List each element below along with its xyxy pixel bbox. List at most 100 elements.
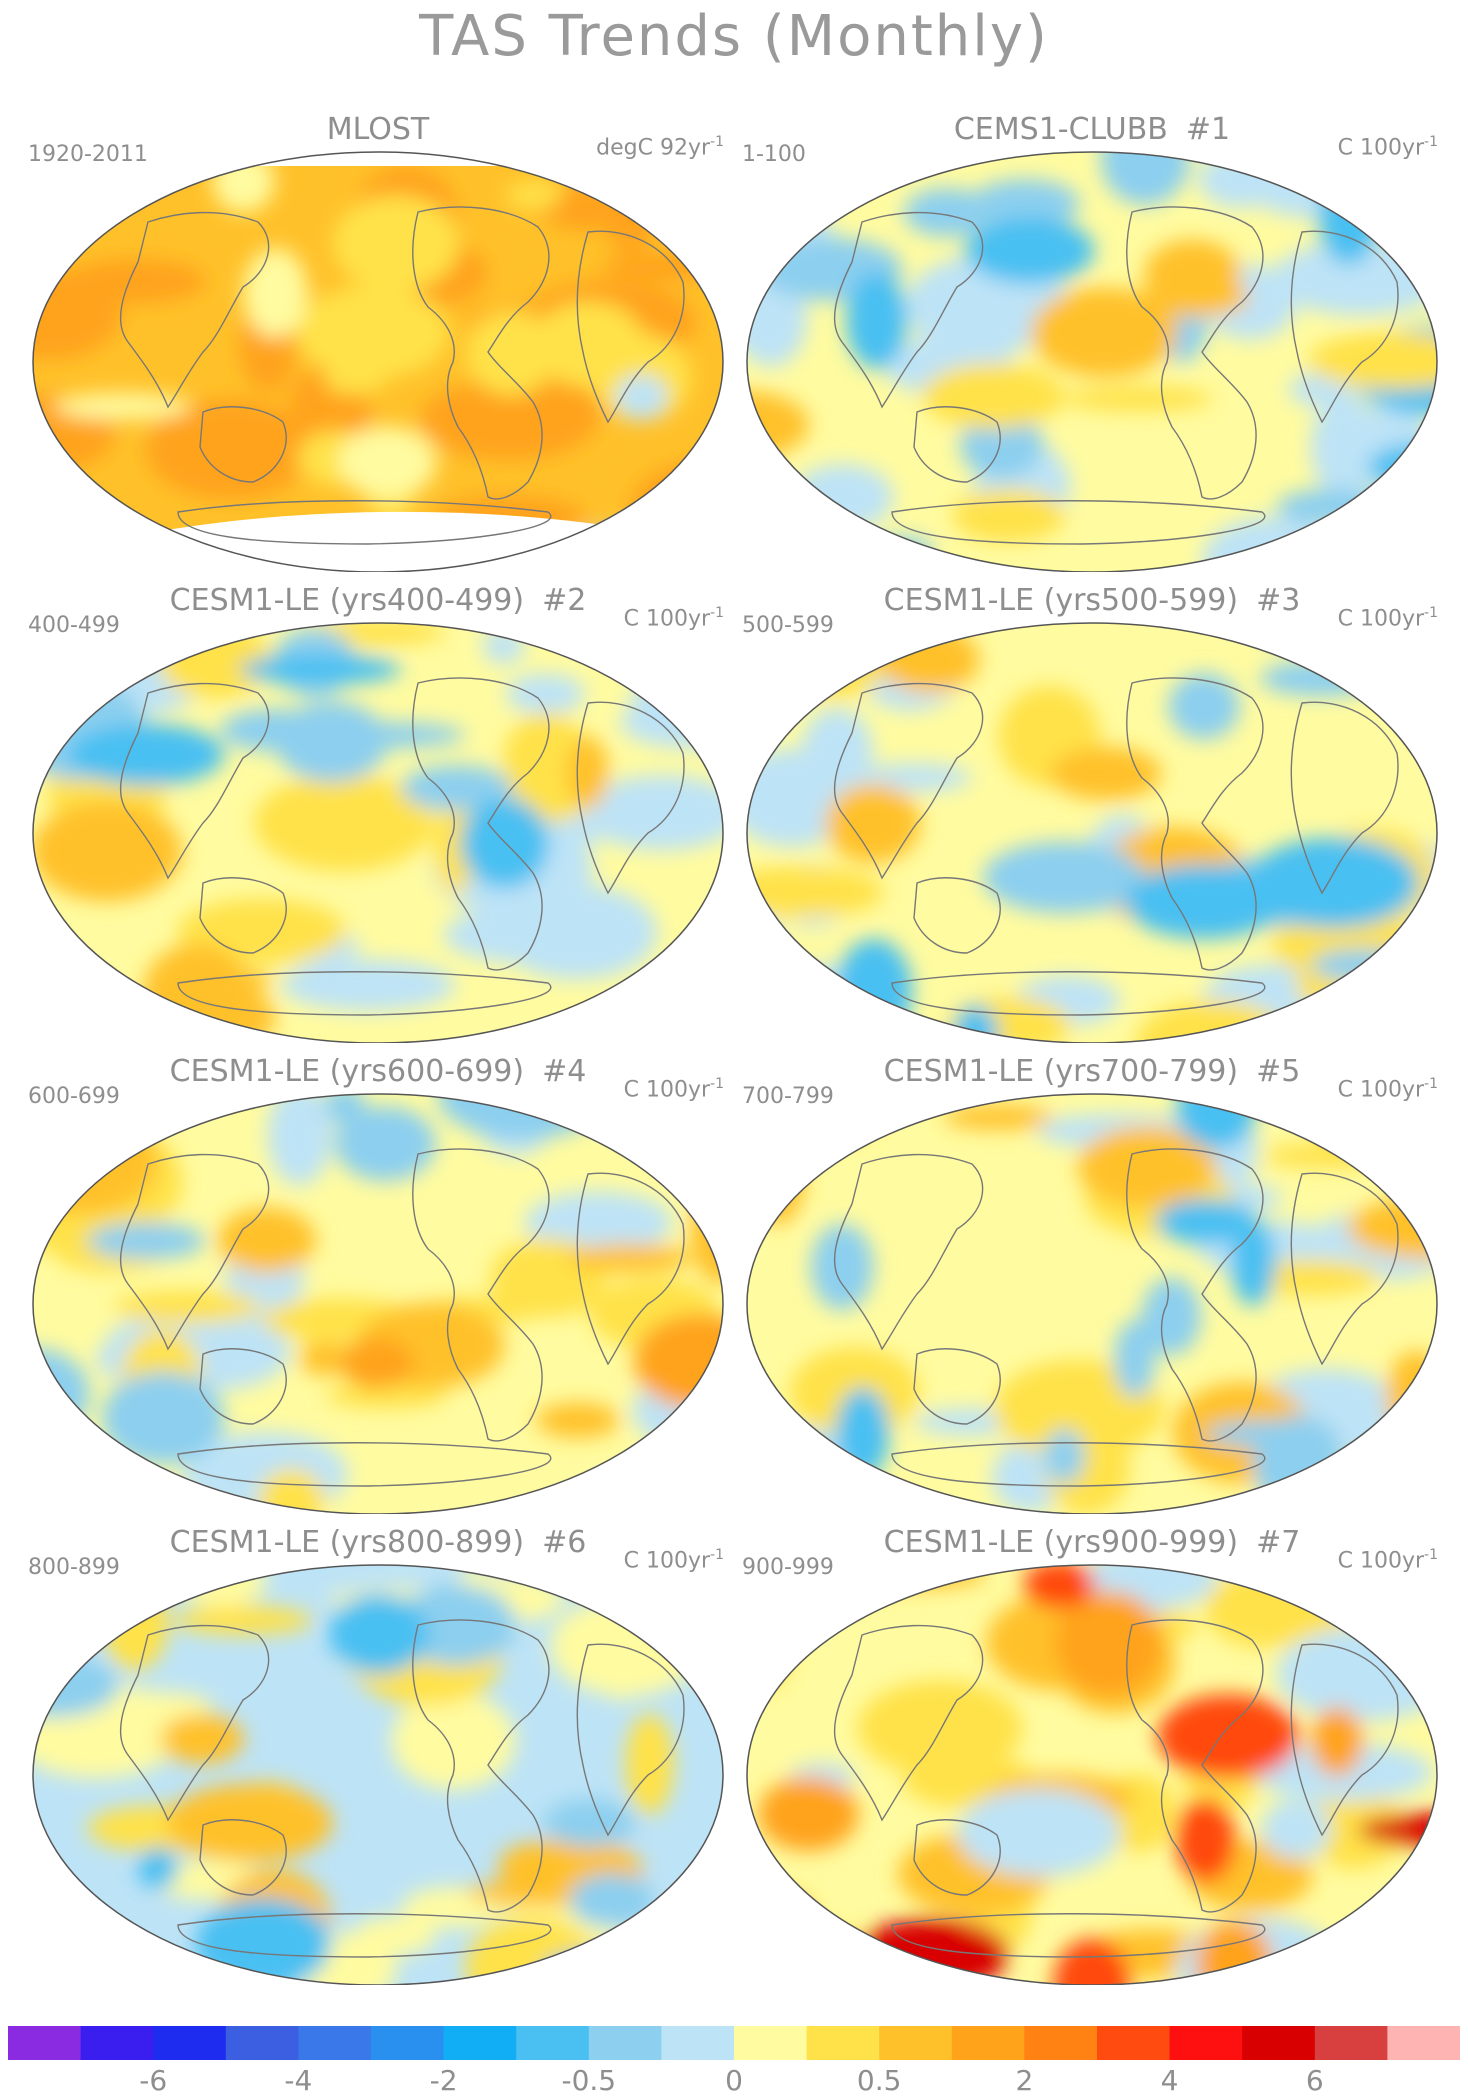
trend-contour-region [33, 310, 77, 354]
trend-contour-region [1157, 1694, 1299, 1779]
trend-contour-region [1155, 1198, 1257, 1245]
trend-contour-region [1308, 332, 1437, 390]
colorbar-swatch [443, 2026, 517, 2060]
trend-contour-region [1261, 1799, 1331, 1860]
trend-contour-region [482, 627, 525, 665]
trend-contour-region [1279, 1487, 1337, 1514]
trend-contour-region [566, 736, 609, 809]
trend-contour-region [1261, 1143, 1394, 1168]
coastline [834, 682, 984, 880]
trend-contour-region [1240, 152, 1384, 219]
map-projection [746, 622, 1438, 1043]
trend-contour-region [1277, 1472, 1408, 1514]
coastline [120, 1624, 270, 1822]
trend-contour-region [267, 1094, 332, 1186]
trend-contour-region [747, 391, 809, 459]
colorbar-tick-label: 0.5 [856, 2064, 902, 2097]
colorbar-tick-label: -0.5 [561, 2064, 617, 2097]
coastline [576, 1172, 685, 1366]
trend-contour-region [338, 426, 437, 499]
map-panel: CESM1-LE (yrs900-999) #7 900-999 C 100yr-1 [742, 1525, 1442, 1985]
coastline [913, 406, 1001, 483]
colorbar [8, 2026, 1460, 2060]
panel-period-label: 700-799 [742, 1084, 834, 1109]
panel-title-text: CESM1-LE (yrs500-599) [883, 583, 1239, 618]
coastline [1126, 1619, 1264, 1913]
panel-period-label: 1-100 [742, 142, 806, 167]
panel-title: CESM1-LE (yrs600-699) #4 [28, 1054, 728, 1089]
coastline [913, 1348, 1001, 1425]
trend-contour-region [770, 1094, 879, 1144]
colorbar-swatch [879, 2026, 953, 2060]
coastline [177, 1442, 552, 1487]
trend-contour-region [903, 188, 992, 237]
trend-contour-region [525, 1191, 673, 1254]
trend-contour-region [568, 1873, 655, 1928]
coastline [834, 1153, 984, 1351]
trend-contour-region [253, 774, 434, 872]
map-border [32, 1564, 724, 1985]
trend-contour-region [1141, 1277, 1201, 1356]
panel-units-label: C 100yr-1 [623, 1547, 724, 1574]
map-panel: CESM1-LE (yrs600-699) #4 600-699 C 100yr-1 [28, 1054, 728, 1514]
trend-contour-region [1061, 386, 1214, 412]
figure-title: TAS Trends (Monthly) [419, 4, 1049, 69]
trend-contour-region [750, 1127, 805, 1225]
coastline [120, 682, 270, 880]
trend-contour-region [1044, 1428, 1085, 1484]
trend-contour-region [33, 1418, 61, 1504]
trend-contour-region [1311, 1707, 1363, 1776]
trend-contour-region [1141, 279, 1249, 317]
panel-period-label: 800-899 [28, 1555, 120, 1580]
panel-units-label: C 100yr-1 [1337, 1547, 1438, 1574]
trend-contour-region [505, 673, 585, 714]
trend-contour-region [177, 898, 346, 965]
trend-contour-region [751, 1890, 820, 1985]
trend-contour-region [101, 1371, 225, 1465]
trend-contour-region [965, 217, 1095, 284]
colorbar-tick-label: -6 [139, 2064, 168, 2097]
coastline [576, 230, 685, 424]
map-panel: CESM1-LE (yrs800-899) #6 800-899 C 100yr-1 [28, 1525, 728, 1985]
trend-contour-region [681, 1565, 723, 1628]
coastline [120, 1153, 270, 1351]
trend-contour-region [280, 959, 456, 1012]
coastline [199, 1819, 287, 1896]
trend-contour-region [549, 1597, 704, 1697]
trend-contour-region [668, 1893, 723, 1929]
colorbar-swatch [516, 2026, 590, 2060]
panel-number: #7 [1256, 1525, 1301, 1560]
colorbar-tick-label: -4 [284, 2064, 313, 2097]
trend-contour-region [879, 626, 980, 693]
trend-contour-region [178, 1565, 267, 1608]
trend-contour-region [661, 1094, 723, 1129]
trend-contour-region [634, 1314, 723, 1410]
trend-contour-region [747, 642, 841, 676]
coastline [1290, 1172, 1399, 1366]
trend-contour-region [792, 464, 894, 531]
panel-title: CESM1-LE (yrs900-999) #7 [742, 1525, 1442, 1560]
trend-contour-region [970, 179, 1080, 229]
trend-contour-region [810, 1223, 874, 1311]
coastline [199, 1348, 287, 1425]
trend-contour-region [81, 1691, 214, 1720]
trend-contour-region [1370, 1435, 1437, 1513]
colorbar-swatch [806, 2026, 880, 2060]
trend-contour-region [825, 784, 921, 863]
trend-contour-region [657, 623, 723, 673]
panel-number: #4 [542, 1054, 587, 1089]
colorbar-tick-label: 6 [1305, 2064, 1324, 2097]
colorbar-tick-label: -2 [429, 2064, 458, 2097]
colorbar-tick-label: 4 [1160, 2064, 1179, 2097]
panel-units-label: C 100yr-1 [623, 605, 724, 632]
map-projection [32, 622, 724, 1043]
map-projection [32, 151, 724, 572]
trend-contour-region [502, 712, 590, 813]
trend-contour-region [1377, 173, 1432, 234]
coastline [177, 500, 552, 545]
trend-contour-region [239, 654, 402, 685]
panel-units-label: C 100yr-1 [1337, 134, 1438, 161]
coastline [913, 1819, 1001, 1896]
trend-contour-region [1380, 152, 1437, 179]
trend-contour-region [565, 529, 666, 572]
